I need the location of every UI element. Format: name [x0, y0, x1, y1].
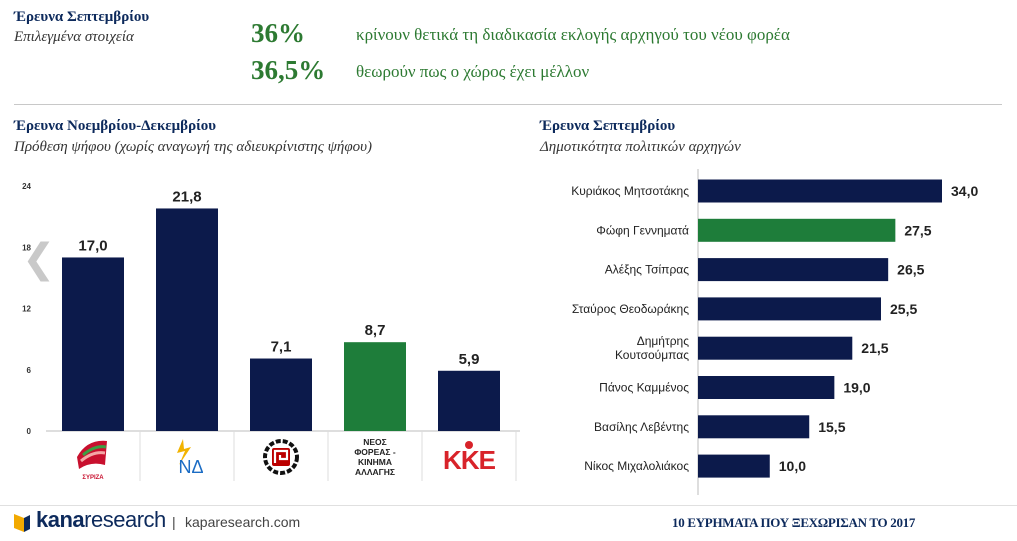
y-tick-label: 0 — [27, 427, 32, 436]
brand-separator: | — [172, 514, 176, 530]
top-divider — [14, 104, 1002, 105]
footer-headline: 10 ΕΥΡΗΜΑΤΑ ΠΟΥ ΞΕΧΩΡΙΣΑΝ ΤΟ 2017 — [672, 515, 916, 530]
kke-logo-text: ΚΚΕ — [443, 445, 496, 475]
brand-bold: kana — [36, 507, 85, 532]
category-label: Δημήτρης — [637, 334, 690, 348]
bar-value-label: 21,8 — [172, 188, 201, 205]
category-label: Αλέξης Τσίπρας — [605, 263, 689, 277]
bar-value-label: 34,0 — [951, 183, 978, 199]
site-link[interactable]: kaparesearch.com — [185, 514, 301, 530]
laurel-meander-logo-icon — [263, 439, 299, 475]
category-label-line: ΚΙΝΗΜΑ — [358, 457, 392, 467]
bar — [698, 376, 835, 399]
top-title: Έρευνα Σεπτεμβρίου — [14, 9, 150, 25]
bar-value-label: 15,5 — [818, 419, 845, 435]
right-panel-title: Έρευνα Σεπτεμβρίου — [540, 118, 676, 134]
bar — [698, 179, 942, 203]
bar — [698, 415, 810, 439]
stat-1-value: 36% — [251, 18, 305, 48]
bar — [698, 454, 770, 478]
category-label: Φώφη Γεννηματά — [596, 223, 689, 237]
vote-intention-chart: 0 6 12 18 24 17,0 21,8 7,1 8,7 5,9 ΣΥΡΙΖΑ ΝΔ ΝΕΟΣΦΟΡ… — [22, 182, 520, 481]
nd-logo-icon — [177, 439, 191, 465]
bar-value-label: 25,5 — [890, 301, 917, 317]
stat-1-text: κρίνουν θετικά τη διαδικασία εκλογής αρχ… — [356, 25, 790, 44]
category-label-line: ΝΕΟΣ — [363, 437, 387, 447]
y-tick-label: 6 — [27, 366, 32, 375]
right-panel-subtitle: Δημοτικότητα πολιτικών αρχηγών — [540, 139, 741, 155]
chevron-left-icon[interactable]: ❮ — [22, 236, 56, 282]
category-label: Κουτσούμπας — [615, 348, 689, 362]
bar-value-label: 21,5 — [861, 340, 888, 356]
stat-2-text: θεωρούν πως ο χώρος έχει μέλλον — [356, 62, 590, 81]
category-label: Βασίλης Λεβέντης — [594, 420, 689, 434]
nd-logo-text: ΝΔ — [178, 457, 203, 477]
bar — [344, 342, 406, 431]
kana-logo-icon — [12, 512, 32, 539]
bar — [698, 218, 896, 242]
category-label-line: ΑΛΛΑΓΗΣ — [355, 467, 395, 477]
category-label: Σταύρος Θεοδωράκης — [572, 302, 689, 316]
bar — [250, 358, 312, 431]
left-panel-title: Έρευνα Νοεμβρίου-Δεκεμβρίου — [14, 118, 217, 134]
bar-value-label: 5,9 — [459, 351, 480, 368]
bar-value-label: 26,5 — [897, 262, 924, 278]
bar — [698, 297, 881, 321]
left-panel-subtitle: Πρόθεση ψήφου (χωρίς αναγωγή της αδιευκρ… — [14, 139, 373, 155]
leader-popularity-chart: 34,0 Κυριάκος Μητσοτάκης 27,5 Φώφη Γεννηματ… — [571, 169, 978, 495]
bar — [698, 258, 889, 282]
bar-value-label: 17,0 — [78, 237, 107, 254]
y-tick-label: 24 — [22, 182, 31, 191]
bar — [698, 336, 853, 360]
top-subtitle: Επιλεγμένα στοιχεία — [14, 29, 134, 45]
bar — [438, 370, 500, 431]
category-label: Κυριάκος Μητσοτάκης — [571, 184, 689, 198]
bar-value-label: 7,1 — [271, 339, 292, 356]
kke-logo-icon: ΚΚΕ — [443, 441, 497, 475]
category-label: Νίκος Μιχαλολιάκος — [584, 459, 689, 473]
bar — [156, 208, 218, 431]
bar-value-label: 27,5 — [904, 222, 931, 238]
y-tick-label: 12 — [22, 305, 31, 314]
syriza-logo-icon — [77, 440, 107, 469]
brand: kanaresearch — [36, 507, 166, 533]
y-tick-label: 18 — [22, 243, 31, 252]
bar-value-label: 8,7 — [365, 322, 386, 339]
bar-value-label: 10,0 — [779, 458, 806, 474]
bar — [62, 257, 124, 431]
syriza-logo-text: ΣΥΡΙΖΑ — [82, 475, 104, 481]
stat-2-value: 36,5% — [251, 55, 326, 85]
bar-value-label: 19,0 — [843, 380, 870, 396]
category-label-line: ΦΟΡΕΑΣ - — [354, 447, 396, 457]
brand-light: research — [84, 507, 166, 532]
footer — [0, 505, 1017, 541]
category-label: Πάνος Καμμένος — [599, 381, 689, 395]
